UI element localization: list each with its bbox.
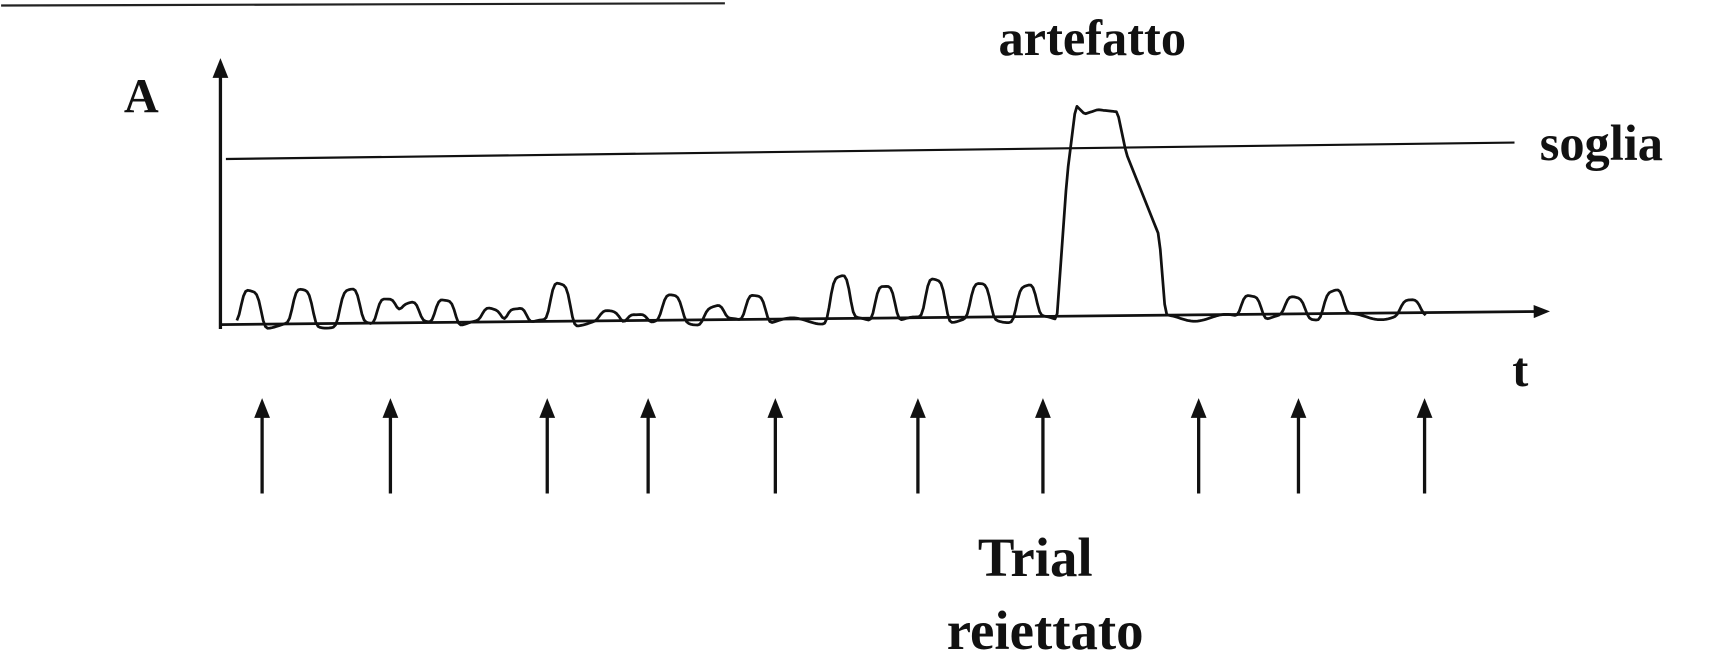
trial-markers <box>254 398 1433 494</box>
threshold-line <box>225 141 1515 161</box>
y-axis-label: A <box>124 70 159 123</box>
scan-edge <box>1 2 725 7</box>
rejected-label-line2: reiettato <box>947 600 1144 658</box>
artifact-label: artefatto <box>998 10 1186 66</box>
signal <box>235 105 1427 330</box>
rejected-label-line1: Trial <box>978 527 1093 588</box>
x-axis-label: t <box>1512 344 1528 397</box>
threshold-label: soglia <box>1540 115 1663 171</box>
